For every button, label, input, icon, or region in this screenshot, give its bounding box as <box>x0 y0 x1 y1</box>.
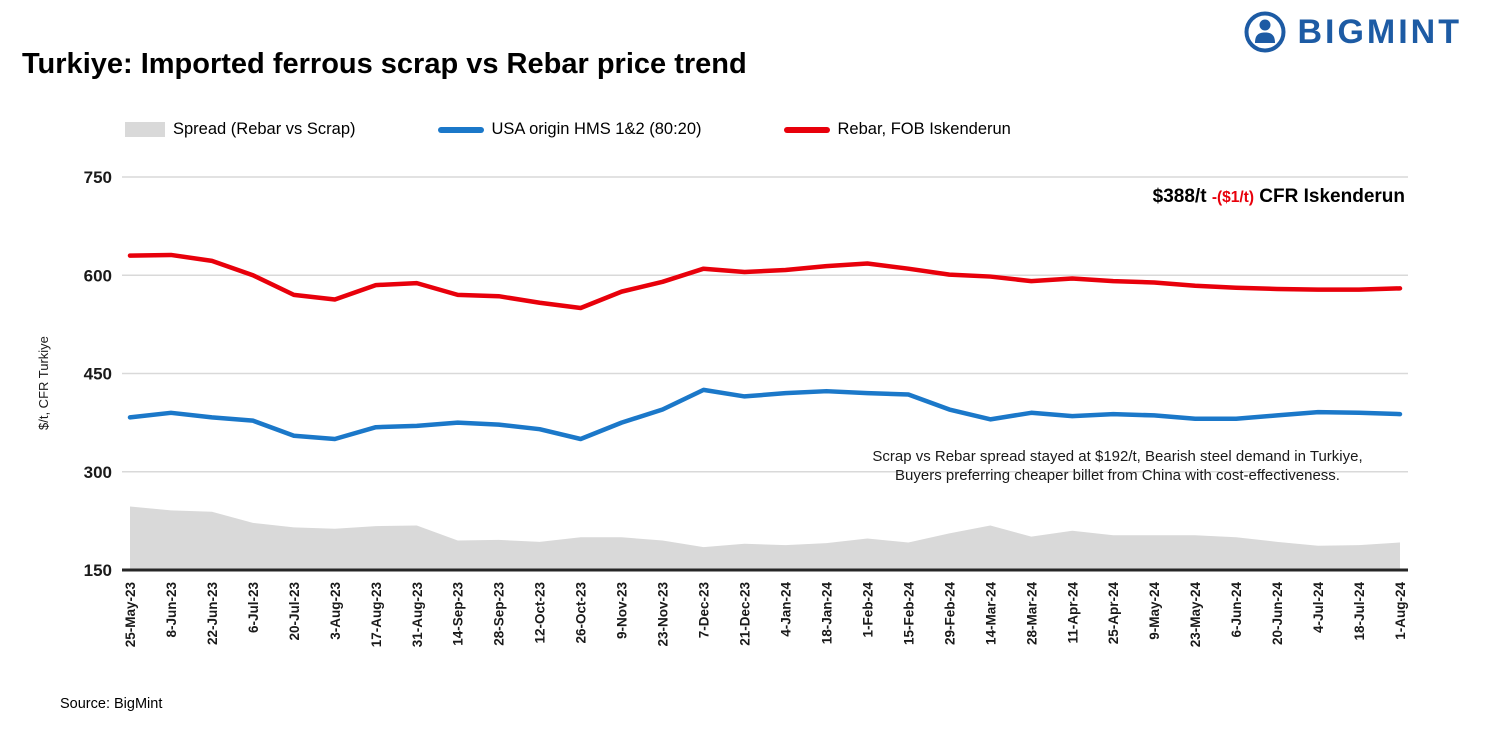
x-tick-label: 23-May-24 <box>1188 582 1203 648</box>
x-tick-label: 1-Aug-24 <box>1393 582 1408 640</box>
x-tick-label: 22-Jun-23 <box>205 582 220 646</box>
legend-label-spread: Spread (Rebar vs Scrap) <box>173 120 356 138</box>
x-tick-label: 15-Feb-24 <box>901 582 916 646</box>
x-tick-label: 14-Sep-23 <box>451 582 466 646</box>
x-tick-label: 25-Apr-24 <box>1106 582 1121 645</box>
bigmint-logo: BIGMINT <box>1243 10 1462 54</box>
x-tick-label: 11-Apr-24 <box>1065 582 1080 644</box>
legend-label-scrap: USA origin HMS 1&2 (80:20) <box>491 120 702 138</box>
legend-label-rebar: Rebar, FOB Iskenderun <box>837 120 1011 138</box>
spread-area <box>130 506 1400 570</box>
x-tick-label: 1-Feb-24 <box>860 582 875 638</box>
x-tick-label: 28-Mar-24 <box>1024 582 1039 646</box>
y-tick-label: 750 <box>84 168 112 187</box>
bigmint-logo-text: BIGMINT <box>1297 12 1462 51</box>
legend-item-scrap: USA origin HMS 1&2 (80:20) <box>437 120 702 139</box>
x-tick-label: 29-Feb-24 <box>942 582 957 646</box>
x-tick-label: 4-Jul-24 <box>1311 582 1326 634</box>
price-annotation: $388/t -($1/t) CFR Iskenderun <box>1153 186 1405 208</box>
rebar-line-swatch-icon <box>783 126 830 133</box>
spread-note-line2: Buyers preferring cheaper billet from Ch… <box>895 466 1340 484</box>
x-tick-label: 25-May-23 <box>123 582 138 648</box>
x-tick-label: 9-Nov-23 <box>615 582 630 640</box>
series-line-1 <box>127 252 1403 311</box>
page-title: Turkiye: Imported ferrous scrap vs Rebar… <box>22 48 747 80</box>
y-axis-title: $/t, CFR Turkiye <box>36 336 51 430</box>
y-tick-label: 450 <box>84 365 112 384</box>
x-tick-label: 18-Jul-24 <box>1352 582 1367 641</box>
source-label: Source: BigMint <box>60 696 163 712</box>
scrap-line-swatch-icon <box>437 126 484 133</box>
legend-item-rebar: Rebar, FOB Iskenderun <box>783 120 1011 139</box>
chart-legend: Spread (Rebar vs Scrap) USA origin HMS 1… <box>125 120 1011 139</box>
x-tick-label: 28-Sep-23 <box>492 582 507 646</box>
price-suffix: CFR Iskenderun <box>1259 186 1405 207</box>
spread-note-line1: Scrap vs Rebar spread stayed at $192/t, … <box>872 448 1363 465</box>
x-tick-label: 18-Jan-24 <box>819 582 834 645</box>
x-tick-label: 23-Nov-23 <box>656 582 671 647</box>
legend-item-spread: Spread (Rebar vs Scrap) <box>125 120 356 139</box>
x-tick-label: 20-Jun-24 <box>1270 582 1285 646</box>
x-tick-label: 12-Oct-23 <box>533 582 548 644</box>
price-main: $388/t <box>1152 186 1207 207</box>
y-tick-label: 600 <box>84 266 112 285</box>
x-tick-label: 6-Jul-23 <box>246 582 261 634</box>
x-tick-label: 26-Oct-23 <box>574 582 589 644</box>
price-change: -($1/t) <box>1211 189 1255 206</box>
x-tick-label: 6-Jun-24 <box>1229 582 1244 638</box>
bigmint-logo-icon <box>1244 11 1286 53</box>
x-tick-label: 8-Jun-23 <box>164 582 179 638</box>
x-tick-label: 17-Aug-23 <box>369 582 384 648</box>
x-tick-label: 21-Dec-23 <box>738 582 753 646</box>
x-tick-label: 9-May-24 <box>1147 582 1162 640</box>
spread-note: Scrap vs Rebar spread stayed at $192/t, … <box>830 448 1405 486</box>
x-tick-label: 4-Jan-24 <box>778 582 793 637</box>
x-tick-label: 14-Mar-24 <box>983 582 998 646</box>
series-line-0 <box>127 387 1403 442</box>
x-tick-label: 7-Dec-23 <box>697 582 712 639</box>
x-tick-label: 31-Aug-23 <box>410 582 425 648</box>
y-tick-label: 150 <box>84 561 112 580</box>
x-tick-label: 20-Jul-23 <box>287 582 302 641</box>
spread-area-swatch-icon <box>125 122 165 137</box>
x-tick-label: 3-Aug-23 <box>328 582 343 640</box>
y-tick-label: 300 <box>84 463 112 482</box>
